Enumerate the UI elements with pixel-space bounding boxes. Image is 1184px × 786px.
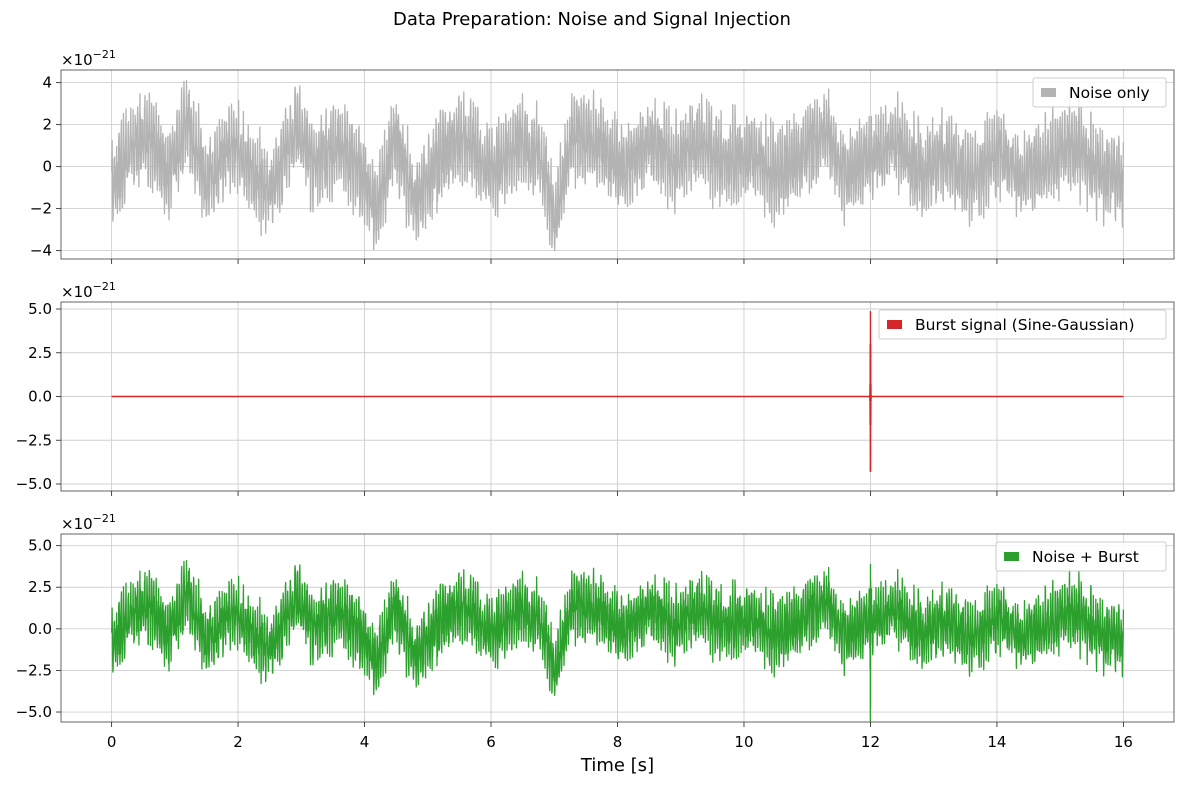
plot-area	[110, 79, 1125, 252]
y-tick-label: −4	[30, 242, 52, 260]
x-axis-label: Time [s]	[580, 755, 654, 776]
y-tick-label: 2.5	[28, 578, 52, 596]
panel-noise-plus-burst: 0 2 4 6 8 10 12 14 16 5.0 2.5 0.0 −2.5 −5.0 ×10−21 Nois…	[16, 512, 1175, 776]
y-tick-label: −2.5	[16, 431, 52, 449]
legend-label: Burst signal (Sine-Gaussian)	[915, 316, 1135, 334]
legend-swatch	[887, 320, 902, 329]
x-tick-label: 14	[987, 733, 1006, 751]
y-tick-label: 0	[42, 158, 52, 176]
series-line	[110, 79, 1125, 252]
x-tick-label: 10	[734, 733, 753, 751]
plot-area	[111, 310, 1124, 473]
y-tick-label: −5.0	[16, 703, 52, 721]
legend-label: Noise + Burst	[1032, 548, 1139, 566]
x-tick-label: 2	[233, 733, 243, 751]
legend: Noise + Burst	[995, 541, 1167, 572]
y-tick-label: 4	[42, 74, 52, 92]
y-tick-label: −2.5	[16, 661, 52, 679]
x-tick-label: 8	[613, 733, 623, 751]
legend-swatch	[1041, 88, 1056, 97]
y-tick-label: −5.0	[16, 475, 52, 493]
legend: Noise only	[1032, 77, 1167, 108]
y-tick-label: 2	[42, 116, 52, 134]
panel-burst-signal: 5.0 2.5 0.0 −2.5 −5.0 ×10−21 Burst signal (Sin…	[16, 280, 1175, 496]
x-tick-label: 12	[861, 733, 880, 751]
plot-area	[110, 559, 1125, 722]
y-tick-label: 0.0	[28, 388, 52, 406]
x-tick-label: 0	[107, 733, 117, 751]
x-tick-label: 6	[486, 733, 496, 751]
series-line	[111, 310, 1124, 473]
figure-title: Data Preparation: Noise and Signal Injec…	[393, 9, 791, 30]
y-tick-label: 0.0	[28, 620, 52, 638]
y-offset-label: ×10−21	[61, 280, 116, 301]
y-offset-label: ×10−21	[61, 48, 116, 69]
legend-swatch	[1004, 552, 1019, 561]
legend-label: Noise only	[1069, 84, 1150, 102]
legend: Burst signal (Sine-Gaussian)	[878, 309, 1167, 340]
panel-noise-only: 4 2 0 −2 −4 ×10−21 Noise only	[30, 48, 1175, 264]
y-tick-label: 2.5	[28, 344, 52, 362]
y-offset-label: ×10−21	[61, 512, 116, 533]
series-line	[110, 559, 1125, 722]
x-tick-label: 16	[1114, 733, 1133, 751]
y-tick-label: −2	[30, 200, 52, 218]
x-tick-label: 4	[360, 733, 370, 751]
y-tick-label: 5.0	[28, 300, 52, 318]
y-tick-label: 5.0	[28, 537, 52, 555]
